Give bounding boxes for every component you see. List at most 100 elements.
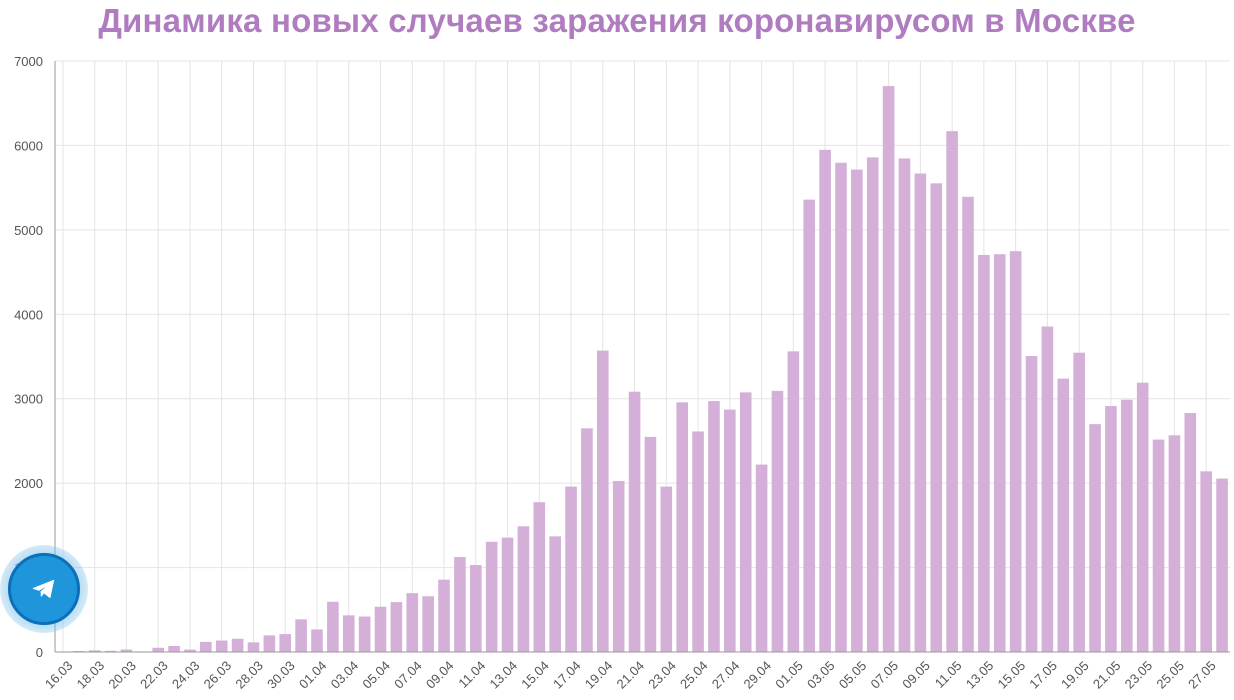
bar bbox=[914, 173, 927, 653]
y-tick-label: 2000 bbox=[14, 476, 43, 491]
bar bbox=[1073, 352, 1085, 652]
x-tick-label: 27.05 bbox=[1185, 658, 1219, 692]
bar bbox=[1057, 378, 1070, 652]
bar bbox=[628, 391, 641, 652]
bar bbox=[898, 158, 911, 652]
x-tick-label: 20.03 bbox=[105, 658, 139, 692]
y-tick-label: 5000 bbox=[14, 223, 43, 238]
bar bbox=[597, 350, 609, 652]
x-tick-label: 24.03 bbox=[169, 658, 203, 692]
x-tick-label: 29.04 bbox=[741, 658, 775, 692]
x-tick-label: 05.05 bbox=[836, 658, 870, 692]
x-tick-label: 27.04 bbox=[709, 658, 743, 692]
bar bbox=[358, 616, 371, 652]
telegram-paper-plane-icon bbox=[32, 579, 55, 599]
x-axis: 16.0318.0320.0322.0324.0326.0328.0330.03… bbox=[42, 658, 1219, 692]
bar bbox=[1120, 399, 1133, 652]
x-tick-label: 03.05 bbox=[804, 658, 838, 692]
bar bbox=[501, 537, 514, 652]
bar bbox=[152, 647, 165, 652]
x-tick-label: 17.04 bbox=[550, 658, 584, 692]
x-tick-label: 25.05 bbox=[1153, 658, 1187, 692]
bar bbox=[739, 392, 752, 652]
bar bbox=[660, 486, 673, 652]
bar bbox=[295, 619, 307, 652]
x-tick-label: 13.04 bbox=[486, 658, 520, 692]
bar bbox=[930, 183, 943, 652]
x-tick-label: 17.05 bbox=[1026, 658, 1060, 692]
bar bbox=[517, 526, 530, 652]
bar bbox=[342, 615, 355, 652]
x-tick-label: 16.03 bbox=[42, 658, 76, 692]
bar bbox=[993, 254, 1006, 652]
x-tick-label: 28.03 bbox=[232, 658, 266, 692]
axes bbox=[54, 61, 1230, 653]
bar bbox=[374, 606, 387, 652]
x-tick-label: 19.04 bbox=[582, 658, 616, 692]
bar bbox=[835, 162, 847, 652]
x-tick-label: 11.05 bbox=[932, 658, 965, 691]
bar bbox=[1041, 326, 1054, 652]
bar bbox=[851, 169, 863, 653]
x-tick-label: 25.04 bbox=[677, 658, 711, 692]
x-tick-label: 11.04 bbox=[455, 658, 488, 691]
bar bbox=[549, 536, 561, 652]
x-tick-label: 09.04 bbox=[423, 658, 457, 692]
bar bbox=[120, 649, 133, 652]
bar bbox=[962, 196, 974, 652]
x-tick-label: 01.05 bbox=[772, 658, 806, 692]
x-tick-label: 03.04 bbox=[328, 658, 362, 692]
bar bbox=[168, 646, 180, 652]
y-tick-label: 7000 bbox=[14, 54, 43, 69]
x-tick-label: 09.05 bbox=[899, 658, 933, 692]
bar bbox=[1105, 406, 1117, 652]
bar bbox=[866, 157, 879, 653]
bar bbox=[327, 601, 339, 652]
x-tick-label: 07.05 bbox=[868, 658, 902, 692]
x-tick-label: 07.04 bbox=[391, 658, 425, 692]
bar bbox=[263, 635, 276, 652]
x-tick-label: 01.04 bbox=[296, 658, 330, 692]
bar bbox=[882, 86, 895, 652]
bar bbox=[819, 149, 831, 653]
grid bbox=[55, 60, 1230, 652]
x-tick-label: 23.04 bbox=[645, 658, 679, 692]
bar bbox=[708, 401, 720, 652]
bar bbox=[1168, 435, 1181, 652]
bar bbox=[692, 431, 704, 652]
bar bbox=[438, 579, 450, 652]
bar bbox=[724, 409, 736, 652]
bar bbox=[1025, 356, 1038, 652]
bar bbox=[1152, 439, 1165, 652]
bar bbox=[1200, 471, 1212, 652]
x-tick-label: 05.04 bbox=[359, 658, 393, 692]
chart-title: Динамика новых случаев заражения коронав… bbox=[98, 2, 1136, 39]
bar bbox=[565, 486, 577, 652]
x-tick-label: 13.05 bbox=[963, 658, 997, 692]
bar bbox=[1216, 478, 1228, 652]
bar bbox=[803, 199, 816, 652]
x-tick-label: 21.05 bbox=[1090, 658, 1124, 692]
x-tick-label: 19.05 bbox=[1058, 658, 1092, 692]
bar bbox=[215, 640, 228, 652]
x-tick-label: 18.03 bbox=[74, 658, 108, 692]
bar bbox=[247, 642, 260, 652]
telegram-icon-circle[interactable] bbox=[8, 553, 80, 625]
y-tick-label: 4000 bbox=[14, 307, 43, 322]
bar bbox=[485, 541, 498, 652]
bar bbox=[184, 649, 196, 652]
bar bbox=[1136, 382, 1149, 652]
telegram-button[interactable] bbox=[0, 545, 88, 633]
bar bbox=[676, 402, 688, 652]
x-tick-label: 26.03 bbox=[201, 658, 235, 692]
bar bbox=[787, 351, 800, 652]
bar bbox=[644, 436, 657, 652]
y-tick-label: 0 bbox=[36, 645, 43, 660]
x-tick-label: 30.03 bbox=[264, 658, 298, 692]
bar bbox=[311, 629, 323, 652]
bar bbox=[88, 650, 101, 652]
x-tick-label: 15.04 bbox=[518, 658, 552, 692]
bar bbox=[1009, 251, 1022, 652]
bar bbox=[104, 650, 117, 652]
